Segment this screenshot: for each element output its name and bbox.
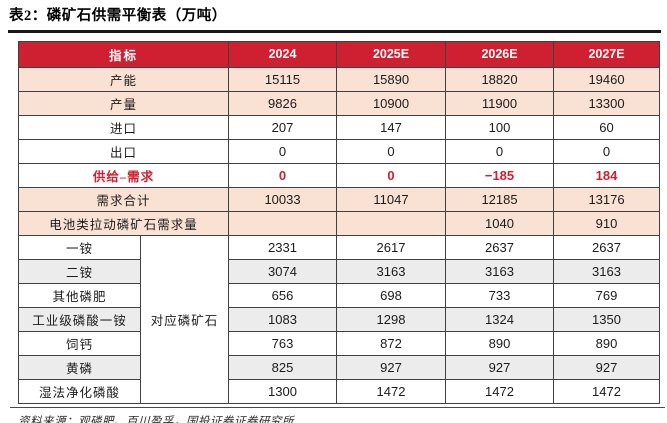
value-cell: 9826 [228, 90, 338, 116]
column-header-2026e: 2026E [445, 40, 555, 68]
value-cell: 872 [336, 330, 447, 356]
value-cell: 733 [445, 282, 555, 308]
table-row: 电池类拉动磷矿石需求量 1040 910 [17, 210, 661, 236]
merged-indicator-cell: 对应磷矿石 [139, 234, 230, 404]
column-header-2025e: 2025E [336, 40, 447, 68]
value-cell: 769 [553, 282, 661, 308]
table-row: 黄磷 825 927 927 927 [18, 354, 661, 380]
indicator-cell: 黄磷 [18, 354, 141, 380]
indicator-cell: 电池类拉动磷矿石需求量 [17, 210, 230, 236]
table-row: 需求合计 10033 11047 12185 13176 [17, 186, 661, 212]
indicator-cell: 供给–需求 [17, 162, 230, 188]
value-cell: 2637 [553, 234, 661, 260]
value-cell: 0 [336, 138, 447, 164]
column-header-2024: 2024 [228, 40, 338, 68]
value-cell: 10033 [228, 186, 338, 212]
value-cell: 12185 [445, 186, 555, 212]
title-divider-rule [8, 30, 661, 33]
value-cell: 1472 [336, 378, 447, 404]
table-row: 湿法净化磷酸 1300 1472 1472 1472 [18, 378, 661, 404]
value-cell: 15115 [228, 66, 338, 92]
indicator-cell: 产能 [17, 66, 230, 92]
table-body: 产能 15115 15890 18820 19460 产量 9826 10900 11900 13… [17, 66, 661, 404]
value-cell: 1472 [553, 378, 661, 404]
value-cell: 1350 [553, 306, 661, 332]
indicator-cell: 湿法净化磷酸 [18, 378, 141, 404]
value-cell: 1324 [445, 306, 555, 332]
value-cell: 0 [228, 162, 338, 188]
indicator-cell: 产量 [17, 90, 230, 116]
value-cell: 11900 [445, 90, 555, 116]
value-cell: 698 [336, 282, 447, 308]
value-cell: 3074 [228, 258, 338, 284]
table-row: 一铵 对应磷矿石 2331 2617 2637 2637 [18, 234, 661, 404]
value-cell: 3163 [336, 258, 447, 284]
indicator-cell: 饲钙 [18, 330, 141, 356]
value-cell: 0 [553, 138, 661, 164]
value-cell [336, 210, 447, 236]
value-cell: 19460 [553, 66, 661, 92]
value-cell: −185 [445, 162, 555, 188]
value-cell: 1300 [228, 378, 338, 404]
indicator-cell: 出口 [17, 138, 230, 164]
value-cell: 890 [445, 330, 555, 356]
supply-demand-table: 指标 2024 2025E 2026E 2027E 产能 15115 15890 18820 1… [17, 40, 661, 404]
value-cell: 60 [553, 114, 661, 140]
value-cell: 656 [228, 282, 338, 308]
table-row: 供给–需求 0 0 −185 184 [17, 162, 661, 188]
value-cell: 1298 [336, 306, 447, 332]
indicator-cell: 二铵 [18, 258, 141, 284]
source-note: 资料来源：观磷肥、百川盈孚，国投证券证券研究所 [18, 415, 294, 423]
table-row: 工业级磷酸一铵 1083 1298 1324 1350 [18, 306, 661, 332]
value-cell: 1472 [445, 378, 555, 404]
indicator-cell: 其他磷肥 [18, 282, 141, 308]
table-title: 表2：磷矿石供需平衡表（万吨） [9, 8, 227, 24]
table-row: 进口 207 147 100 60 [17, 114, 661, 140]
indicator-cell: 需求合计 [17, 186, 230, 212]
value-cell: 1040 [445, 210, 555, 236]
value-cell: 10900 [336, 90, 447, 116]
value-cell: 0 [445, 138, 555, 164]
value-cell: 3163 [445, 258, 555, 284]
table-row: 饲钙 763 872 890 890 [18, 330, 661, 356]
value-cell: 1083 [228, 306, 338, 332]
value-cell: 927 [445, 354, 555, 380]
value-cell: 0 [336, 162, 447, 188]
value-cell: 763 [228, 330, 338, 356]
value-cell: 927 [553, 354, 661, 380]
table-row: 出口 0 0 0 0 [17, 138, 661, 164]
value-cell: 3163 [553, 258, 661, 284]
value-cell: 2637 [445, 234, 555, 260]
value-cell: 100 [445, 114, 555, 140]
column-header-2027e: 2027E [553, 40, 661, 68]
value-cell: 147 [336, 114, 447, 140]
footer-divider-rule [10, 406, 665, 408]
table-row: 二铵 3074 3163 3163 3163 [18, 258, 661, 284]
value-cell: 13300 [553, 90, 661, 116]
value-cell: 15890 [336, 66, 447, 92]
column-header-indicator: 指标 [17, 40, 230, 68]
value-cell: 11047 [336, 186, 447, 212]
table-header-row: 指标 2024 2025E 2026E 2027E [17, 40, 661, 68]
table-row: 其他磷肥 656 698 733 769 [18, 282, 661, 308]
value-cell: 927 [336, 354, 447, 380]
value-cell: 207 [228, 114, 338, 140]
indicator-cell: 进口 [17, 114, 230, 140]
value-cell [228, 210, 338, 236]
value-cell: 2331 [228, 234, 338, 260]
value-cell: 825 [228, 354, 338, 380]
table-row: 产量 9826 10900 11900 13300 [17, 90, 661, 116]
value-cell: 910 [553, 210, 661, 236]
value-cell: 890 [553, 330, 661, 356]
value-cell: 184 [553, 162, 661, 188]
table-row: 产能 15115 15890 18820 19460 [17, 66, 661, 92]
indicator-cell: 工业级磷酸一铵 [18, 306, 141, 332]
value-cell: 2617 [336, 234, 447, 260]
value-cell: 18820 [445, 66, 555, 92]
indicator-cell: 一铵 [18, 234, 141, 260]
value-cell: 0 [228, 138, 338, 164]
value-cell: 13176 [553, 186, 661, 212]
